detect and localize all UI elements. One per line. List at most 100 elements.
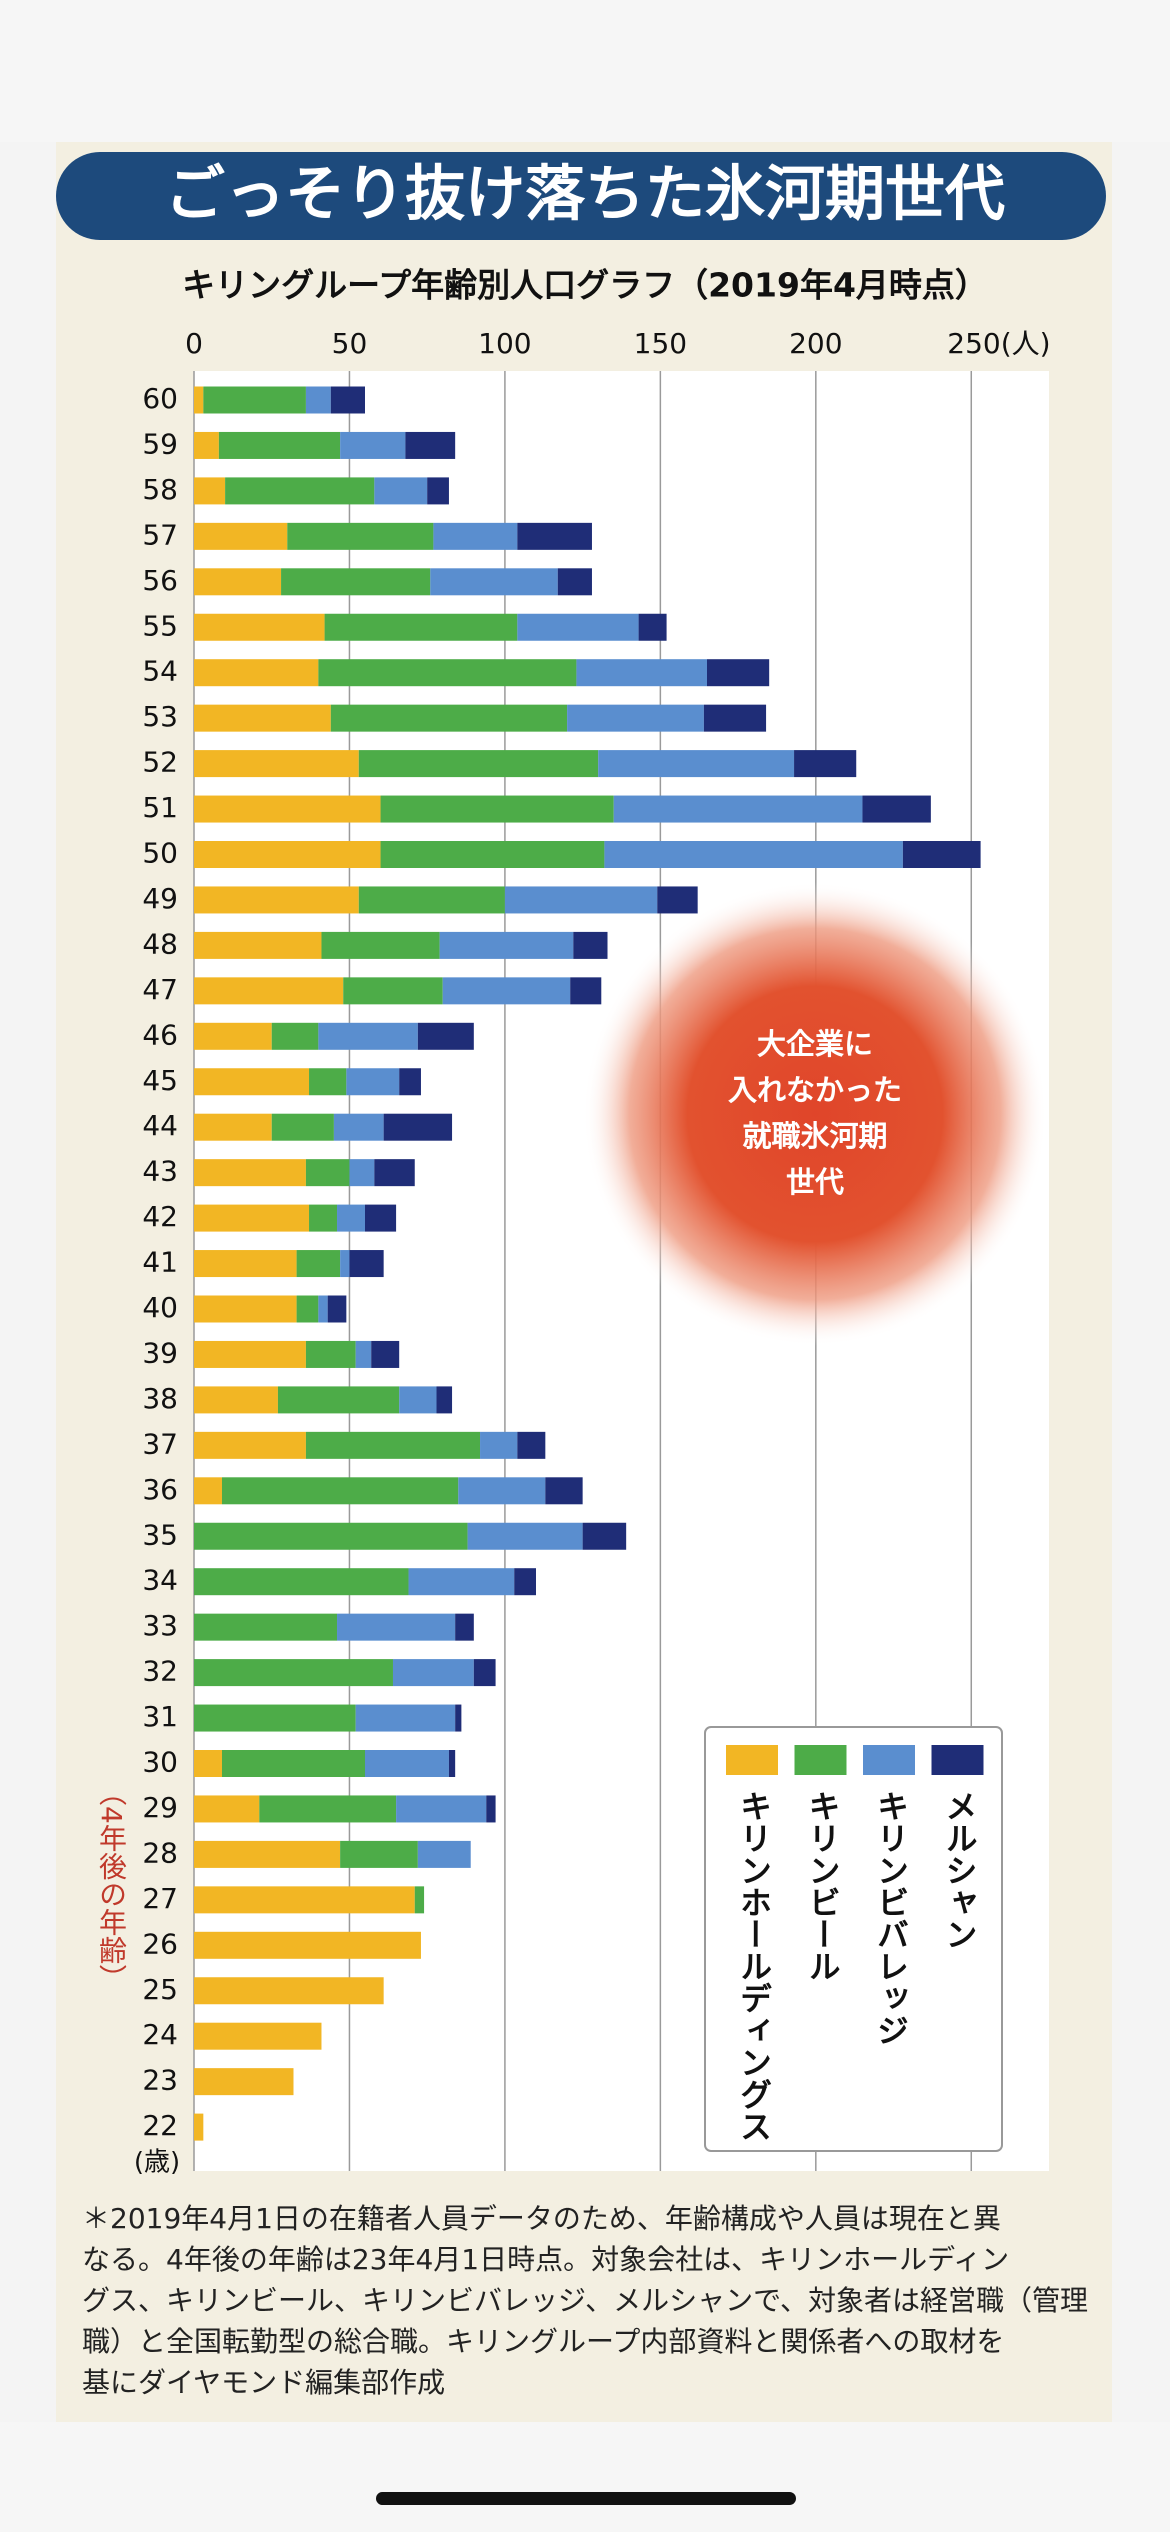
bar-segment [221, 1477, 459, 1505]
bar-segment [330, 386, 365, 414]
y-tick-label: 43 [142, 1155, 178, 1188]
bar-segment [296, 1250, 341, 1278]
y-tick-label: 27 [142, 1882, 178, 1915]
bars [194, 386, 981, 2141]
y-tick-label: 40 [142, 1291, 178, 1324]
y-tick-label: 48 [142, 927, 178, 960]
bar-segment [340, 431, 406, 459]
y-tick-label: 34 [142, 1564, 178, 1597]
y-tick-label: 57 [142, 518, 178, 551]
y-tick-label: 37 [142, 1427, 178, 1460]
chart-subtitle: キリングループ年齢別人口グラフ（2019年4月時点） [182, 266, 988, 305]
legend-label: キリンビバレッジ [872, 1790, 910, 2046]
bar-segment [340, 1250, 350, 1278]
y-tick-label: 59 [142, 427, 178, 460]
bar-segment [281, 568, 431, 596]
bar-segment [327, 1295, 347, 1323]
bar-segment [309, 1204, 338, 1232]
bar-segment [221, 1750, 365, 1777]
bar-segment [380, 841, 605, 868]
bar-segment [473, 1659, 496, 1687]
x-tick-label: 150 [634, 327, 687, 360]
bar-segment [309, 1068, 347, 1096]
legend-swatch [726, 1745, 778, 1775]
bar-segment [436, 1386, 453, 1414]
bar-segment [271, 1113, 334, 1141]
bar-segment [337, 1204, 365, 1232]
y-tick-label: 44 [142, 1109, 178, 1142]
bar-segment [333, 1113, 384, 1141]
bar-segment [517, 1431, 546, 1459]
y-tick-label: 46 [142, 1018, 178, 1051]
bar-segment [194, 1431, 306, 1459]
bar-segment [194, 659, 319, 687]
y-tick-label: 23 [142, 2064, 178, 2097]
y-tick-label: 32 [142, 1655, 178, 1688]
annotation-text: 大企業に [757, 1027, 873, 1061]
legend-label: メルシャン [941, 1790, 979, 1950]
bar-segment [358, 886, 505, 914]
y-tick-label: 38 [142, 1382, 178, 1415]
bar-segment [271, 1022, 319, 1050]
title-banner [56, 152, 1106, 240]
bar-segment [321, 931, 440, 959]
bar-segment [396, 1795, 487, 1823]
bar-segment [657, 886, 698, 914]
bottom-area [0, 2422, 1170, 2532]
bar-segment [417, 1022, 474, 1050]
bar-segment [194, 1250, 297, 1278]
y-tick-label: 52 [142, 746, 178, 779]
bar-segment [613, 795, 863, 823]
bar-segment [337, 1613, 456, 1641]
bar-segment [305, 386, 331, 414]
bar-segment [414, 1886, 425, 1914]
footnote-line: 職）と全国転勤型の総合職。キリングループ内部資料と関係者への取材を [82, 2325, 1005, 2358]
bar-segment [194, 1477, 222, 1505]
bar-segment [259, 1795, 397, 1823]
bar-segment [194, 386, 204, 414]
bar-segment [194, 1704, 356, 1732]
legend-swatch [794, 1745, 847, 1775]
bar-segment [194, 1522, 468, 1550]
bar-segment [455, 1704, 462, 1732]
bar-segment [442, 977, 571, 1005]
bar-segment [380, 795, 614, 823]
legend-label: キリンホールディングス [735, 1790, 773, 2142]
y-tick-label: 28 [142, 1836, 178, 1869]
bar-segment [862, 795, 931, 823]
y-tick-label: 36 [142, 1473, 178, 1506]
y-tick-label: 30 [142, 1746, 178, 1779]
bar-segment [343, 977, 443, 1005]
bar-segment [194, 977, 344, 1005]
bar-segment [504, 886, 658, 914]
bar-segment [203, 386, 306, 414]
legend-swatch [931, 1745, 984, 1775]
annotation-text: 就職氷河期 [742, 1119, 887, 1153]
bar-segment [194, 1295, 297, 1323]
bar-segment [194, 1795, 260, 1823]
legend-box [704, 1726, 1003, 2152]
bar-segment [638, 613, 667, 641]
bar-segment [225, 477, 375, 505]
footnote-line: ＊2019年4月1日の在籍者人員データのため、年齢構成や人員は現在と異 [82, 2202, 1001, 2235]
y-tick-label: 42 [142, 1200, 178, 1233]
bar-segment [194, 1340, 306, 1368]
bar-segment [305, 1431, 481, 1459]
bar-segment [194, 1886, 415, 1914]
bar-segment [433, 522, 518, 550]
bar-segment [194, 1113, 272, 1141]
bar-segment [194, 2113, 204, 2141]
bar-segment [194, 522, 288, 550]
y-tick-label: 35 [142, 1518, 178, 1551]
bar-segment [194, 1568, 409, 1596]
bar-segment [417, 1840, 471, 1868]
bar-segment [365, 1204, 397, 1232]
y-tick-label: 51 [142, 791, 178, 824]
bar-segment [194, 2068, 294, 2096]
bar-segment [794, 750, 857, 778]
bar-segment [346, 1068, 400, 1096]
bar-segment [318, 659, 577, 687]
bar-segment [277, 1386, 400, 1414]
x-tick-label: 0 [185, 327, 203, 360]
